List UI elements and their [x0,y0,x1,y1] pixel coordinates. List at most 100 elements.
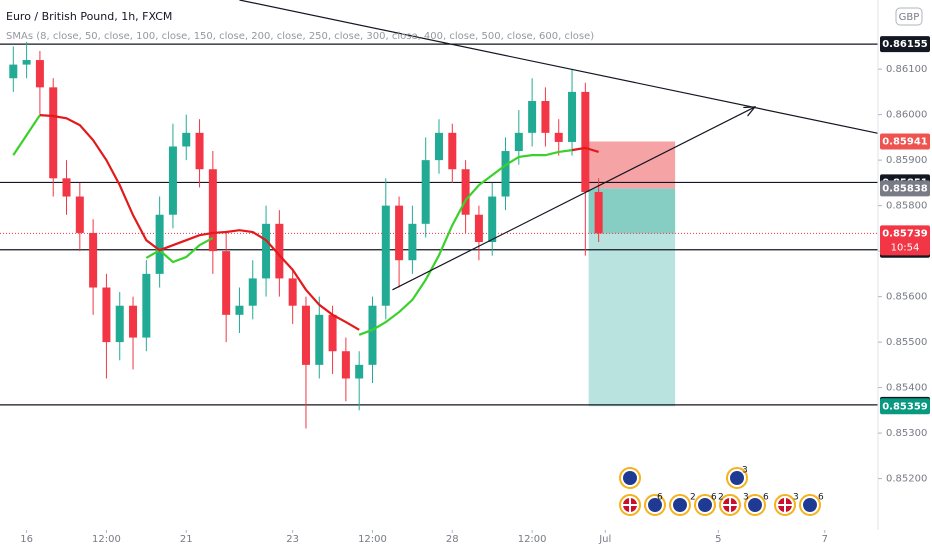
candle-body [168,146,177,215]
x-tick-label: 28 [446,534,459,545]
candle-body [62,178,71,197]
y-tick-label: 0.85300 [886,428,927,439]
event-count: 6 [711,493,717,503]
event-count: 6 [818,493,824,503]
sma-line [571,146,599,154]
candle-body [381,205,390,306]
candle-body [488,196,497,243]
candle-body [435,132,443,161]
price-label: 0.85838 [882,183,928,194]
candle-body [568,91,577,142]
x-tick-label: 7 [822,534,828,545]
price-label-box [880,36,930,53]
event-count: 6 [657,493,663,503]
x-tick-label: 5 [715,534,721,545]
eu-flag-icon [648,498,662,512]
candle-body [474,214,483,243]
event-count: 2 [718,493,724,503]
candle-body [89,232,98,288]
candle-body [461,169,470,215]
candle-body [528,100,537,133]
price-label-box [880,225,930,256]
candle-body [554,132,563,142]
plot-area: 36 2 6 2 3 6 3 6 [0,0,879,516]
y-tick-label: 0.85800 [886,201,927,212]
candle-body [408,223,417,261]
sma-line [12,114,41,156]
candle-body [581,91,590,192]
y-tick-label: 0.86100 [886,64,927,75]
candle-body [262,223,271,279]
eu-flag-icon [623,471,637,485]
price-axis [878,0,932,550]
currency-label[interactable]: GBP [899,12,920,23]
price-label: 0.85941 [882,136,928,147]
indicator-legend: SMAs (8, close, 50, close, 100, close, 1… [6,31,594,42]
candle-body [395,205,404,261]
y-tick-label: 0.86000 [886,110,927,121]
progress-zone [588,188,676,234]
x-tick-label: 12:00 [92,534,121,545]
x-tick-label: 21 [180,534,193,545]
y-tick-label: 0.85600 [886,292,927,303]
x-tick-label: 12:00 [358,534,387,545]
y-tick-label: 0.85400 [886,383,927,394]
eu-flag-icon [803,498,817,512]
candle-body [514,132,523,152]
currency-button[interactable] [895,7,923,26]
event-count: 3 [793,493,799,503]
candle-body [49,87,58,179]
candle-body [182,132,191,147]
candle-body [115,305,124,343]
candle-body [248,278,257,306]
candle-body [142,273,151,338]
axes: 0.861000.860000.859000.858000.857000.856… [20,0,930,545]
event-count: 3 [743,493,749,503]
y-tick-label: 0.85200 [886,474,927,485]
eu-flag-icon [730,471,744,485]
price-label: 0.86155 [882,39,928,50]
candle-body [235,305,244,315]
candle-body [35,60,44,88]
candle-body [275,223,284,279]
price-label: 0.85359 [882,401,928,412]
candle-body [341,351,350,379]
candle-body [501,151,510,197]
event-count: 6 [763,493,769,503]
event-count: 2 [690,493,696,503]
candle-body [129,305,138,338]
x-tick-label: 16 [20,534,33,545]
candle-body [9,64,18,79]
candle-body [328,314,337,352]
candle-body [301,305,310,365]
eu-flag-icon [748,498,762,512]
x-tick-label: 12:00 [518,534,547,545]
event-count: 3 [742,466,748,476]
candle-body [75,196,84,233]
candle-body [222,251,231,315]
countdown-label: 10:54 [891,242,920,253]
price-label-box [880,180,930,197]
eu-flag-icon [698,498,712,512]
candle-body [448,132,457,170]
y-tick-label: 0.85500 [886,337,927,348]
eu-flag-icon [673,498,687,512]
trend-line [239,0,879,134]
time-axis [0,530,932,550]
candle-body [195,132,204,170]
candle-body [355,364,364,379]
candle-body [288,278,297,306]
x-tick-label: Jul [598,534,611,545]
candle-body [208,169,217,252]
sma-line [39,114,360,331]
sma-line [145,236,214,264]
trend-line [392,107,755,291]
candle-body [315,314,324,365]
candle-body [541,100,550,133]
price-label-box [880,133,930,150]
candle-body [155,214,164,274]
candle-body [102,287,111,343]
